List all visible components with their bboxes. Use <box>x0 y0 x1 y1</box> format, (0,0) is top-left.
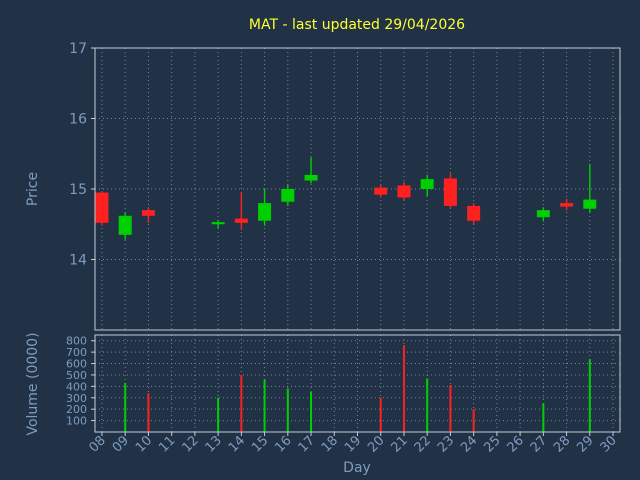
candle-body <box>397 185 411 198</box>
candle-body <box>304 174 318 181</box>
candle-body <box>560 203 574 207</box>
candle-body <box>211 222 225 225</box>
volume-tick-label: 800 <box>66 335 87 348</box>
candle-body <box>281 189 295 202</box>
candle-body <box>374 187 388 195</box>
volume-tick-label: 700 <box>66 346 87 359</box>
candle-body <box>536 210 550 218</box>
candle-body <box>95 192 109 223</box>
volume-tick-label: 100 <box>66 415 87 428</box>
volume-tick-label: 300 <box>66 392 87 405</box>
candle-body <box>467 205 481 221</box>
price-tick-label: 15 <box>69 182 87 198</box>
volume-axis-label: Volume (0000) <box>25 332 41 435</box>
price-axis-label: Price <box>25 172 41 206</box>
candle-body <box>443 178 457 206</box>
candles <box>95 157 597 240</box>
volume-bars <box>124 345 591 432</box>
candle-body <box>118 215 132 235</box>
price-tick-label: 14 <box>69 253 87 269</box>
volume-tick-label: 400 <box>66 380 87 393</box>
candle-body <box>583 199 597 209</box>
candle-body <box>420 179 434 189</box>
x-axis-label: Day <box>343 460 371 476</box>
volume-tick-label: 200 <box>66 403 87 416</box>
chart-title: MAT - last updated 29/04/2026 <box>249 17 465 33</box>
candle-body <box>141 210 155 216</box>
price-tick-label: 17 <box>69 41 87 57</box>
volume-tick-label: 500 <box>66 369 87 382</box>
volume-tick-label: 600 <box>66 358 87 371</box>
candle-body <box>258 203 272 221</box>
price-tick-label: 16 <box>69 112 87 128</box>
candle-body <box>234 218 248 223</box>
